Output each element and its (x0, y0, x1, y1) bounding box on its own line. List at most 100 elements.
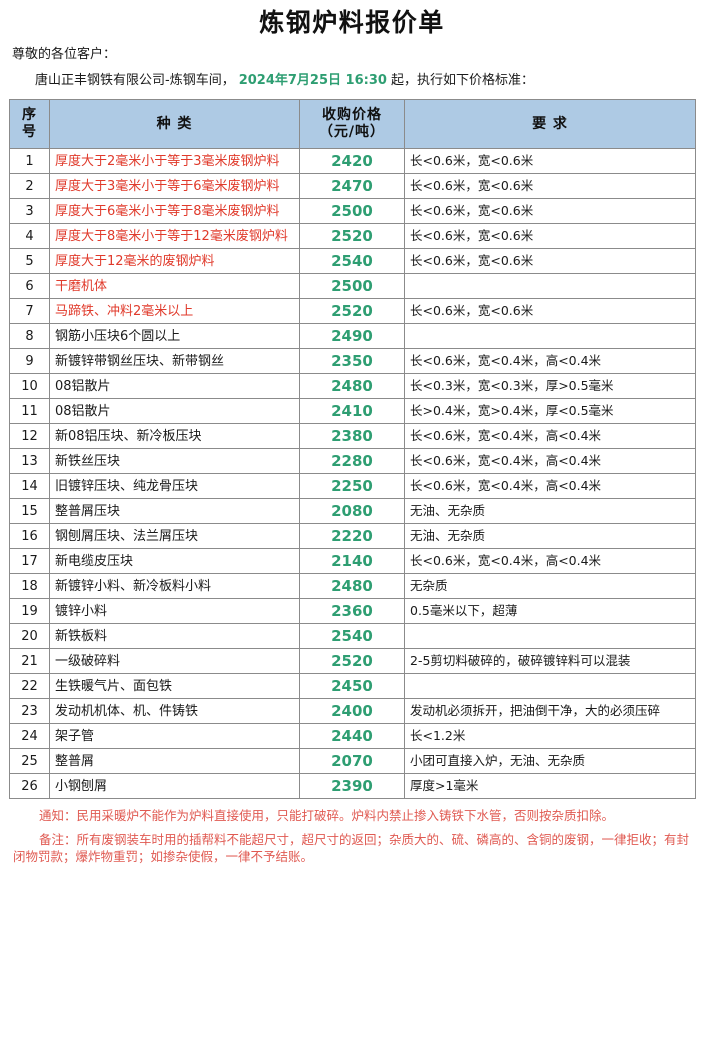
table-row: 3 厚度大于6毫米小于等于8毫米废钢炉料 2500 长<0.6米，宽<0.6米 (9, 198, 696, 224)
cell-requirement: 长<0.6米，宽<0.4米，高<0.4米 (404, 448, 696, 474)
cell-serial-number: 13 (9, 448, 50, 474)
cell-category: 架子管 (49, 723, 300, 749)
table-header: 序号 种 类 收购价格 （元/吨） 要 求 (9, 99, 696, 149)
table-row: 12 新08铝压块、新冷板压块 2380 长<0.6米，宽<0.4米，高<0.4米 (9, 423, 696, 449)
table-row: 21 一级破碎料 2520 2-5剪切料破碎的，破碎镀锌料可以混装 (9, 648, 696, 674)
cell-requirement (404, 673, 696, 699)
cell-requirement: 长<0.6米，宽<0.6米 (404, 198, 696, 224)
cell-requirement: 长<0.6米，宽<0.6米 (404, 248, 696, 274)
cell-serial-number: 21 (9, 648, 50, 674)
cell-category: 厚度大于6毫米小于等于8毫米废钢炉料 (49, 198, 300, 224)
cell-requirement: 厚度>1毫米 (404, 773, 696, 799)
table-row: 26 小钢刨屑 2390 厚度>1毫米 (9, 773, 696, 799)
table-row: 10 08铝散片 2480 长<0.3米，宽<0.3米，厚>0.5毫米 (9, 373, 696, 399)
cell-requirement: 长<0.6米，宽<0.4米，高<0.4米 (404, 423, 696, 449)
cell-price: 2470 (299, 173, 405, 199)
table-row: 1 厚度大于2毫米小于等于3毫米废钢炉料 2420 长<0.6米，宽<0.6米 (9, 148, 696, 174)
cell-serial-number: 4 (9, 223, 50, 249)
cell-price: 2350 (299, 348, 405, 374)
cell-serial-number: 24 (9, 723, 50, 749)
cell-price: 2540 (299, 248, 405, 274)
table-row: 5 厚度大于12毫米的废钢炉料 2540 长<0.6米，宽<0.6米 (9, 248, 696, 274)
footer-notes: 通知：民用采暖炉不能作为炉料直接使用，只能打破碎。炉料内禁止掺入铸铁下水管，否则… (9, 799, 695, 865)
table-row: 13 新铁丝压块 2280 长<0.6米，宽<0.4米，高<0.4米 (9, 448, 696, 474)
cell-category: 整普屑 (49, 748, 300, 774)
cell-category: 钢刨屑压块、法兰屑压块 (49, 523, 300, 549)
table-row: 18 新镀锌小料、新冷板料小料 2480 无杂质 (9, 573, 696, 599)
table-row: 15 整普屑压块 2080 无油、无杂质 (9, 498, 696, 524)
cell-requirement: 无油、无杂质 (404, 498, 696, 524)
company-name: 唐山正丰钢铁有限公司-炼钢车间， (35, 73, 235, 88)
cell-serial-number: 14 (9, 473, 50, 499)
cell-price: 2520 (299, 223, 405, 249)
cell-price: 2480 (299, 373, 405, 399)
cell-price: 2500 (299, 273, 405, 299)
cell-price: 2400 (299, 698, 405, 724)
cell-category: 厚度大于3毫米小于等于6毫米废钢炉料 (49, 173, 300, 199)
th-serial-number: 序号 (9, 99, 50, 149)
cell-price: 2360 (299, 598, 405, 624)
table-row: 24 架子管 2440 长<1.2米 (9, 723, 696, 749)
cell-category: 新铁丝压块 (49, 448, 300, 474)
cell-serial-number: 19 (9, 598, 50, 624)
table-header-row: 序号 种 类 收购价格 （元/吨） 要 求 (9, 99, 696, 149)
th-requirements: 要 求 (404, 99, 696, 149)
page-title: 炼钢炉料报价单 (259, 8, 445, 37)
table-row: 16 钢刨屑压块、法兰屑压块 2220 无油、无杂质 (9, 523, 696, 549)
cell-serial-number: 12 (9, 423, 50, 449)
cell-price: 2500 (299, 198, 405, 224)
effective-datetime: 2024年7月25日 16:30 (238, 73, 387, 88)
cell-price: 2450 (299, 673, 405, 699)
cell-price: 2540 (299, 623, 405, 649)
cell-serial-number: 26 (9, 773, 50, 799)
cell-category: 旧镀锌压块、纯龙骨压块 (49, 473, 300, 499)
table-row: 19 镀锌小料 2360 0.5毫米以下，超薄 (9, 598, 696, 624)
cell-price: 2070 (299, 748, 405, 774)
cell-serial-number: 6 (9, 273, 50, 299)
table-row: 8 钢筋小压块6个圆以上 2490 (9, 323, 696, 349)
cell-price: 2380 (299, 423, 405, 449)
cell-price: 2490 (299, 323, 405, 349)
cell-requirement: 长<0.6米，宽<0.4米，高<0.4米 (404, 348, 696, 374)
table-row: 23 发动机机体、机、件铸铁 2400 发动机必须拆开，把油倒干净，大的必须压碎 (9, 698, 696, 724)
cell-category: 马蹄铁、冲料2毫米以上 (49, 298, 300, 324)
cell-category: 08铝散片 (49, 373, 300, 399)
notice-note: 通知：民用采暖炉不能作为炉料直接使用，只能打破碎。炉料内禁止掺入铸铁下水管，否则… (39, 808, 615, 823)
cell-serial-number: 16 (9, 523, 50, 549)
cell-category: 厚度大于2毫米小于等于3毫米废钢炉料 (49, 148, 300, 174)
cell-serial-number: 17 (9, 548, 50, 574)
table-row: 9 新镀锌带钢丝压块、新带钢丝 2350 长<0.6米，宽<0.4米，高<0.4米 (9, 348, 696, 374)
table-body: 1 厚度大于2毫米小于等于3毫米废钢炉料 2420 长<0.6米，宽<0.6米 2 厚度大… (9, 148, 696, 799)
cell-category: 一级破碎料 (49, 648, 300, 674)
th-purchase-price: 收购价格 （元/吨） (299, 99, 405, 149)
cell-requirement: 长<0.6米，宽<0.6米 (404, 148, 696, 174)
cell-category: 镀锌小料 (49, 598, 300, 624)
cell-category: 干磨机体 (49, 273, 300, 299)
cell-price: 2390 (299, 773, 405, 799)
cell-price: 2250 (299, 473, 405, 499)
table-row: 4 厚度大于8毫米小于等于12毫米废钢炉料 2520 长<0.6米，宽<0.6米 (9, 223, 696, 249)
table-row: 14 旧镀锌压块、纯龙骨压块 2250 长<0.6米，宽<0.4米，高<0.4米 (9, 473, 696, 499)
cell-price: 2410 (299, 398, 405, 424)
cell-requirement (404, 623, 696, 649)
cell-price: 2080 (299, 498, 405, 524)
cell-requirement: 长<1.2米 (404, 723, 696, 749)
cell-category: 厚度大于12毫米的废钢炉料 (49, 248, 300, 274)
cell-category: 新电缆皮压块 (49, 548, 300, 574)
table-row: 25 整普屑 2070 小团可直接入炉，无油、无杂质 (9, 748, 696, 774)
cell-serial-number: 18 (9, 573, 50, 599)
cell-requirement: 0.5毫米以下，超薄 (404, 598, 696, 624)
cell-price: 2440 (299, 723, 405, 749)
cell-price: 2220 (299, 523, 405, 549)
cell-category: 生铁暖气片、面包铁 (49, 673, 300, 699)
cell-serial-number: 22 (9, 673, 50, 699)
cell-price: 2520 (299, 298, 405, 324)
cell-serial-number: 25 (9, 748, 50, 774)
th-purchase-price-line1: 收购价格 (322, 107, 382, 123)
cell-requirement (404, 273, 696, 299)
cell-price: 2480 (299, 573, 405, 599)
cell-requirement: 2-5剪切料破碎的，破碎镀锌料可以混装 (404, 648, 696, 674)
cell-category: 发动机机体、机、件铸铁 (49, 698, 300, 724)
cell-category: 小钢刨屑 (49, 773, 300, 799)
